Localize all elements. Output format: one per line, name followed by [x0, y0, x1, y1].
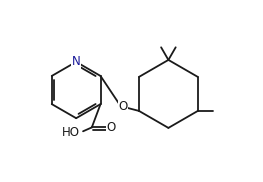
Text: O: O	[118, 100, 127, 113]
Text: O: O	[107, 121, 116, 134]
Text: HO: HO	[62, 126, 80, 139]
Text: N: N	[72, 55, 80, 68]
